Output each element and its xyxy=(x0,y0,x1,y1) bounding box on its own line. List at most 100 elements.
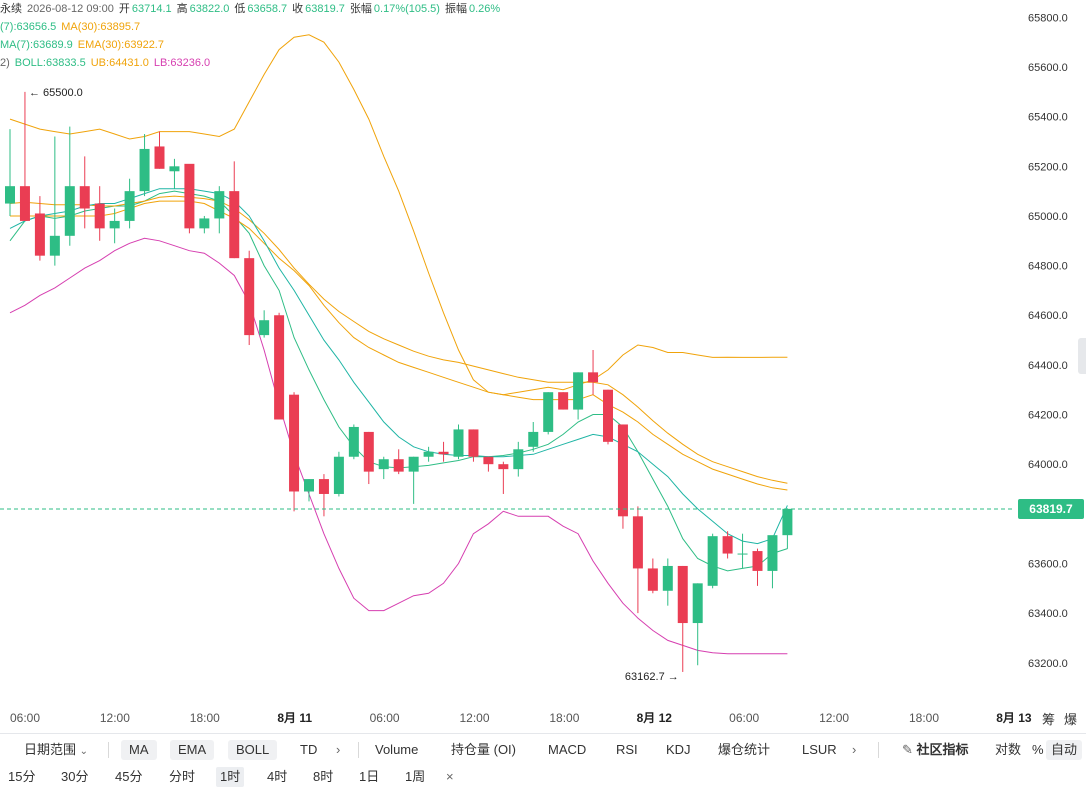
x-tick-label: 18:00 xyxy=(909,711,939,725)
datetime-label: 2026-08-12 09:00 xyxy=(27,3,114,15)
indicator-line-ub xyxy=(9,34,788,396)
candle xyxy=(154,131,165,169)
y-tick-label: 64200.0 xyxy=(1028,410,1068,422)
candle-body xyxy=(438,451,449,455)
candle-body xyxy=(558,392,569,410)
boll-ub-value: UB:64431.0 xyxy=(90,57,149,69)
side-panel-toggle[interactable] xyxy=(1078,338,1086,374)
candle-body xyxy=(782,508,793,536)
interval-30m[interactable]: 30分 xyxy=(61,769,89,784)
x-tick-label: 12:00 xyxy=(819,711,849,725)
candle-body xyxy=(34,213,45,256)
interval-45m[interactable]: 45分 xyxy=(115,769,143,784)
boll-value: BOLL:63833.5 xyxy=(14,57,86,69)
interval-15m[interactable]: 15分 xyxy=(8,769,36,784)
oi-indicator[interactable]: 持仓量 (OI) xyxy=(451,742,516,757)
candle-body xyxy=(318,479,329,494)
ma-indicator-button[interactable]: MA xyxy=(121,740,157,760)
liquidation-icon: 爆 xyxy=(1064,712,1077,727)
amp-label: 振幅 xyxy=(444,3,467,15)
edit-icon: ✎ xyxy=(902,742,913,757)
interval-1h[interactable]: 1时 xyxy=(216,767,245,787)
candle xyxy=(318,474,329,517)
macd-indicator[interactable]: MACD xyxy=(548,742,587,757)
ma7-value: (7):63656.5 xyxy=(0,21,57,33)
candle xyxy=(677,565,688,672)
candle-body xyxy=(498,464,509,470)
close-value: 63819.7 xyxy=(305,3,345,15)
change-value: 0.17%(105.5) xyxy=(373,3,440,15)
candle-body xyxy=(423,451,434,457)
candle xyxy=(782,508,793,549)
candle-body xyxy=(528,431,539,447)
indicator-line-lb xyxy=(9,237,788,655)
ema-indicator-button[interactable]: EMA xyxy=(170,740,215,760)
x-tick-label: 12:00 xyxy=(459,711,489,725)
kdj-indicator[interactable]: KDJ xyxy=(666,742,691,757)
candle-body xyxy=(214,191,225,219)
interval-timeshare[interactable]: 分时 xyxy=(169,769,196,784)
candle xyxy=(49,136,60,266)
candle-body xyxy=(5,186,15,204)
amp-value: 0.26% xyxy=(468,3,501,15)
boll-info-row: 2) BOLL:63833.5 UB:64431.0 LB:63236.0 xyxy=(0,56,215,70)
interval-8h[interactable]: 8时 xyxy=(313,769,334,784)
td-indicator-button[interactable]: TD xyxy=(300,742,318,757)
ema7-value: MA(7):63689.9 xyxy=(0,39,73,51)
chevron-right-icon[interactable]: › xyxy=(336,742,341,757)
candle-body xyxy=(393,459,404,472)
candle xyxy=(124,178,135,229)
candle xyxy=(737,533,748,569)
candle-body xyxy=(169,166,180,172)
candle xyxy=(289,392,300,512)
candle-body xyxy=(468,429,479,457)
divider xyxy=(108,742,109,758)
candle xyxy=(588,350,599,395)
ohlc-info-row: 永续 2026-08-12 09:00 开 63714.1 高 63822.0 低 63658… xyxy=(0,2,505,16)
rsi-indicator[interactable]: RSI xyxy=(616,742,638,757)
interval-1d[interactable]: 1日 xyxy=(359,769,380,784)
y-tick-label: 64400.0 xyxy=(1028,360,1068,372)
candle-body xyxy=(304,479,314,492)
candle-body xyxy=(453,429,464,457)
candle xyxy=(348,424,359,460)
date-range-label: 日期范围 xyxy=(24,742,77,757)
liquidation-indicator[interactable]: 爆仓统计 xyxy=(718,742,771,757)
candle-body xyxy=(139,148,150,192)
interval-1w[interactable]: 1周 xyxy=(405,769,426,784)
volume-indicator[interactable]: Volume xyxy=(375,742,419,757)
candle-body xyxy=(692,583,703,624)
candle-body xyxy=(662,565,673,591)
x-tick-label: 8月 11 xyxy=(277,711,312,725)
last-price-label: 63819.7 xyxy=(1029,502,1073,516)
auto-scale-toggle[interactable]: 自动 xyxy=(1046,740,1083,760)
x-tick-label: 12:00 xyxy=(100,711,130,725)
close-icon[interactable]: × xyxy=(446,769,454,784)
percent-scale-toggle[interactable]: % xyxy=(1032,742,1044,757)
chevron-right-icon[interactable]: › xyxy=(852,742,857,757)
ma30-value: MA(30):63895.7 xyxy=(61,21,141,33)
chip-distribution-icon: 筹 xyxy=(1042,712,1055,727)
date-range-dropdown[interactable]: 日期范围 ⌄ xyxy=(24,734,88,766)
indicator-toolbar: 日期范围 ⌄ MA EMA BOLL TD › Volume 持仓量 (OI) … xyxy=(0,733,1086,766)
open-label: 开 xyxy=(118,3,130,15)
y-tick-label: 64800.0 xyxy=(1028,261,1068,273)
candle-body xyxy=(229,191,240,259)
interval-toolbar: 15分 30分 45分 分时 1时 4时 8时 1日 1周 × xyxy=(0,765,1086,788)
candle xyxy=(184,163,195,234)
candle xyxy=(94,186,105,241)
boll-indicator-button[interactable]: BOLL xyxy=(228,740,278,760)
candlestick-chart[interactable]: 65800.0 65600.0 65400.0 65200.0 65000.0 64800… xyxy=(0,0,1086,733)
interval-4h[interactable]: 4时 xyxy=(267,769,288,784)
candle-body xyxy=(49,235,60,256)
log-scale-toggle[interactable]: 对数 xyxy=(995,742,1022,757)
community-indicators-button[interactable]: ✎ 社区指标 xyxy=(902,734,969,766)
candle-body xyxy=(259,320,270,336)
symbol-label: 永续 xyxy=(0,3,22,15)
boll-param: 2) xyxy=(0,57,10,69)
lsur-indicator[interactable]: LSUR xyxy=(802,742,837,757)
candle-body xyxy=(124,191,135,221)
low-price-annotation: 63162.7 → xyxy=(625,671,679,683)
candle-body xyxy=(363,431,374,472)
candle xyxy=(558,392,569,410)
